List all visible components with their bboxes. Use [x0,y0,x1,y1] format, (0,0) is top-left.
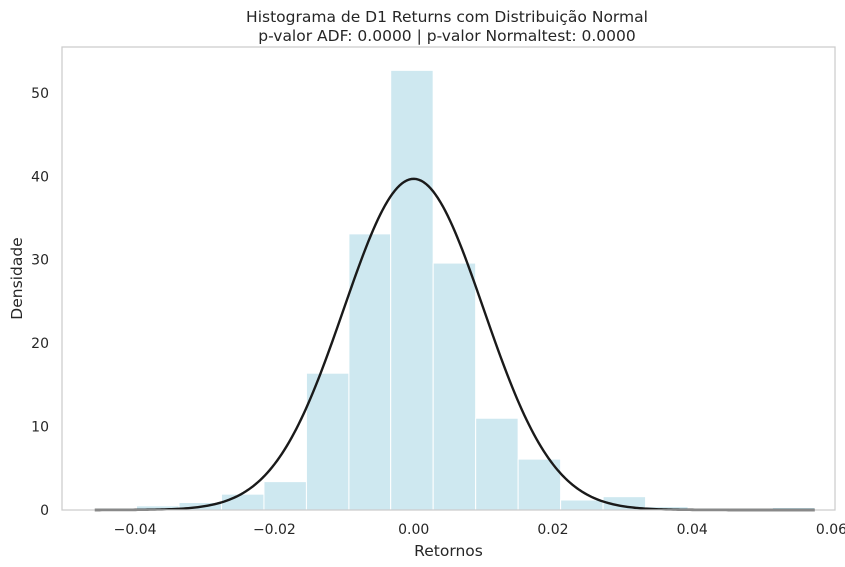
y-tick-label: 10 [31,420,49,436]
x-axis-label: Retornos [414,542,483,560]
histogram-bar [305,372,350,511]
y-tick-label: 0 [40,503,49,519]
histogram-bar [517,458,562,511]
histogram-bar [432,262,477,511]
histogram-bar [560,499,604,511]
histogram-bar [220,493,265,511]
x-tick-label: 0.00 [398,522,429,538]
x-axis-ticks: −0.04 −0.02 0.00 0.02 0.04 0.06 [114,522,845,538]
y-tick-label: 30 [31,253,49,269]
chart-title: Histograma de D1 Returns com Distribuiçã… [246,8,648,45]
x-tick-label: 0.04 [677,522,708,538]
x-tick-label: −0.02 [253,522,296,538]
plot-frame [61,46,836,511]
histogram-bar [475,417,519,511]
x-tick-label: 0.06 [816,522,845,538]
y-tick-label: 50 [31,86,49,102]
x-tick-label: −0.04 [114,522,157,538]
y-axis-ticks: 0 10 20 30 40 50 [31,86,49,519]
y-tick-label: 20 [31,336,49,352]
chart-title-line1: Histograma de D1 Returns com Distribuiçã… [246,8,648,26]
chart-title-line2: p-valor ADF: 0.0000 | p-valor Normaltest… [258,27,636,45]
y-axis-label: Densidade [8,237,26,319]
y-tick-label: 40 [31,169,49,185]
x-tick-label: 0.02 [537,522,568,538]
histogram-bar [390,69,434,511]
histogram-bar [263,481,307,511]
histogram-bars [94,69,816,511]
